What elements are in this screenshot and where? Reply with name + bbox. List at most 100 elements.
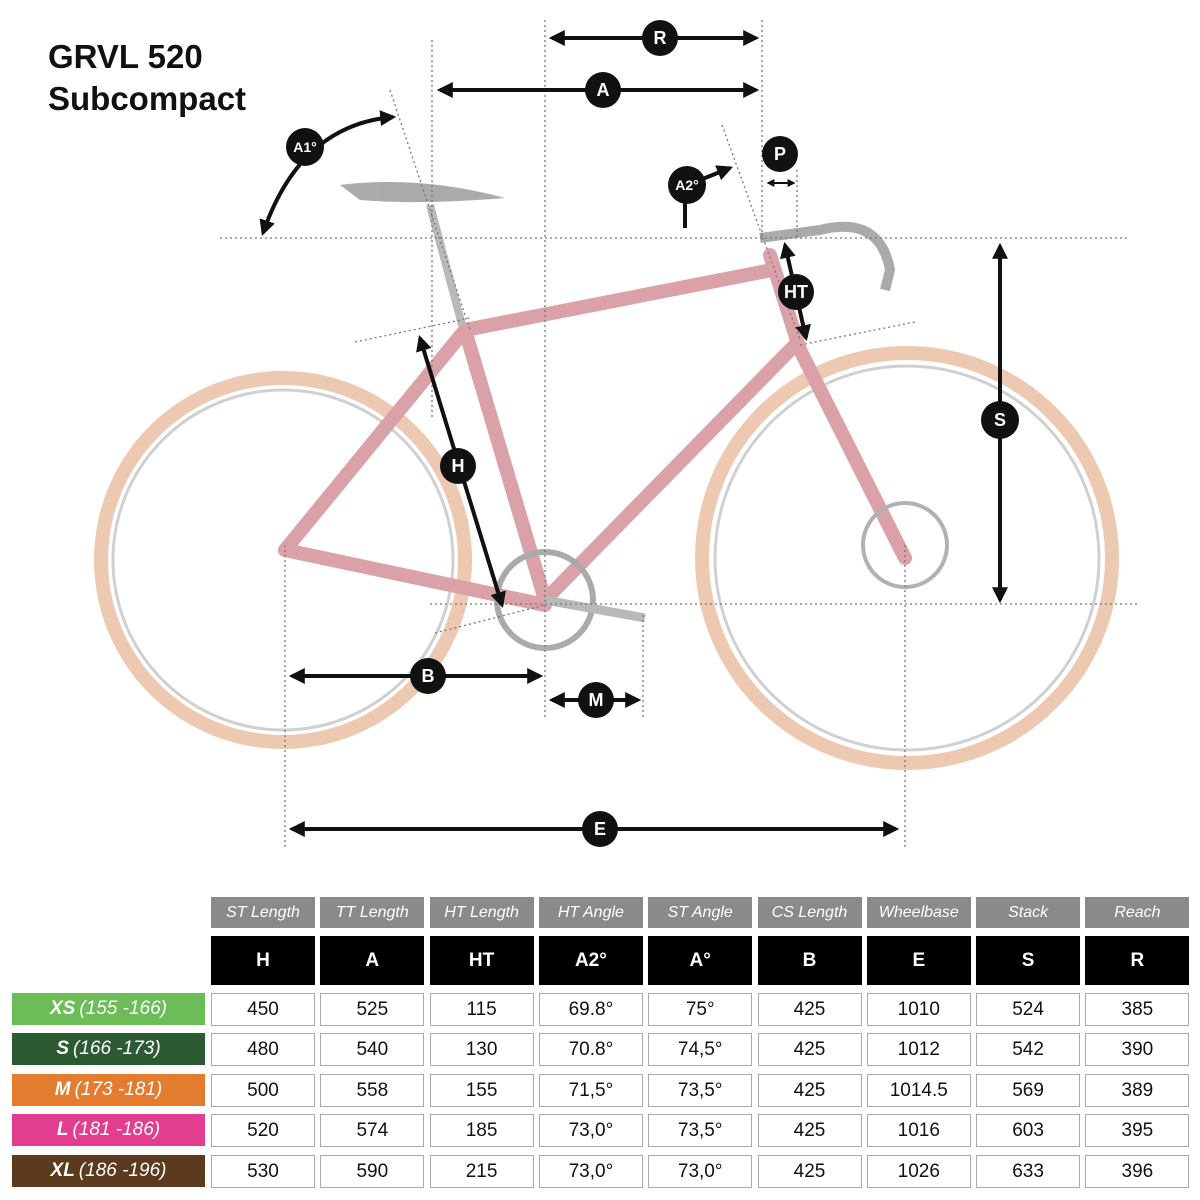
- title-block: GRVL 520 Subcompact: [48, 36, 246, 120]
- table-cell: 70.8°: [538, 1033, 643, 1066]
- label-badge: [668, 166, 706, 204]
- saddle: [340, 181, 505, 203]
- dimension-label: M: [589, 690, 604, 710]
- table-cell: 185: [429, 1114, 534, 1147]
- table-cell: 540: [320, 1033, 425, 1066]
- label-badge: [410, 658, 446, 694]
- crank: [544, 595, 646, 623]
- table-cell: 130: [429, 1033, 534, 1066]
- table-cell: 425: [757, 1114, 862, 1147]
- table-cell: 1012: [866, 1033, 971, 1066]
- table-cell: 425: [757, 1155, 862, 1188]
- dimension-label: B: [422, 666, 435, 686]
- column-code: A°: [648, 936, 753, 985]
- table-cell: 520: [211, 1114, 315, 1147]
- table-cell: 73,5°: [648, 1114, 753, 1147]
- rear-rim: [111, 388, 455, 732]
- table-cell: 569: [976, 1074, 1081, 1107]
- column-code: B: [757, 936, 862, 985]
- table-cell: 1026: [866, 1155, 971, 1188]
- size-range: (155 -166): [79, 998, 168, 1019]
- table-cell: 1010: [866, 993, 971, 1026]
- column-code: S: [976, 936, 1081, 985]
- dimension-label: HT: [784, 282, 808, 302]
- table-cell: 115: [429, 993, 534, 1026]
- size-range: (181 -186): [72, 1119, 161, 1140]
- frame: [278, 248, 912, 612]
- column-code: A2°: [538, 936, 643, 985]
- table-cell: 74,5°: [648, 1033, 753, 1066]
- bike-diagram: R A A1° A2° P HT S H B M E: [94, 20, 1140, 850]
- table-cell: 1016: [866, 1114, 971, 1147]
- column-code: A: [320, 936, 425, 985]
- table-cell: 425: [757, 993, 862, 1026]
- dimension-label: A1°: [293, 139, 317, 155]
- table-cell: 1014.5: [866, 1074, 971, 1107]
- label-badge: [642, 20, 678, 56]
- subtitle: Subcompact: [48, 80, 247, 117]
- table-cell: 389: [1085, 1074, 1190, 1107]
- column-name: TT Length: [320, 897, 425, 928]
- table-cell: 73,0°: [538, 1155, 643, 1188]
- size-name: S: [56, 1038, 69, 1059]
- column-code: HT: [429, 936, 534, 985]
- table-cell: 215: [429, 1155, 534, 1188]
- table-cell: 558: [320, 1074, 425, 1107]
- size-range: (173 -181): [74, 1079, 163, 1100]
- column-name: CS Length: [757, 897, 862, 928]
- label-badge: [981, 401, 1019, 439]
- dimension-label: R: [654, 28, 667, 48]
- table-cell: 75°: [648, 993, 753, 1026]
- size-label: XS (155 -166): [12, 993, 205, 1025]
- dimension-label: H: [452, 456, 465, 476]
- table-cell: 396: [1085, 1155, 1190, 1188]
- table-cell: 69.8°: [538, 993, 643, 1026]
- table-cell: 603: [976, 1114, 1081, 1147]
- dimension-labels: R A A1° A2° P HT S H B M E: [286, 20, 1019, 847]
- label-badge: [585, 72, 621, 108]
- table-cell: 425: [757, 1074, 862, 1107]
- seatpost: [426, 203, 466, 327]
- rear-wheel: [94, 371, 472, 749]
- title: GRVL 520: [48, 38, 203, 75]
- table-cell: 395: [1085, 1114, 1190, 1147]
- column-name: Wheelbase: [866, 897, 971, 928]
- label-badge: [778, 274, 814, 310]
- table-cell: 155: [429, 1074, 534, 1107]
- dimension-label: A2°: [675, 177, 699, 193]
- label-badge: [762, 136, 798, 172]
- label-badge: [582, 811, 618, 847]
- size-label: XL (186 -196): [12, 1155, 205, 1187]
- column-name: ST Angle: [648, 897, 753, 928]
- dimension-label: A: [597, 80, 610, 100]
- front-wheel: [695, 346, 1119, 770]
- column-name: Stack: [976, 897, 1081, 928]
- table-cell: 385: [1085, 993, 1190, 1026]
- size-name: XS: [49, 998, 76, 1019]
- table-cell: 73,5°: [648, 1074, 753, 1107]
- table-cell: 633: [976, 1155, 1081, 1188]
- size-name: XL: [50, 1160, 75, 1181]
- table-cell: 500: [211, 1074, 315, 1107]
- table-cell: 480: [211, 1033, 315, 1066]
- size-name: M: [54, 1079, 71, 1100]
- table-cell: 530: [211, 1155, 315, 1188]
- table-cell: 73,0°: [648, 1155, 753, 1188]
- size-name: L: [56, 1119, 69, 1140]
- label-badge: [440, 448, 476, 484]
- size-range: (166 -173): [73, 1038, 161, 1059]
- column-name: HT Length: [429, 897, 534, 928]
- table-cell: 450: [211, 993, 315, 1026]
- dimension-label: P: [774, 144, 786, 164]
- table-cell: 525: [320, 993, 425, 1026]
- table-cell: 524: [976, 993, 1081, 1026]
- column-name: HT Angle: [538, 897, 643, 928]
- front-rim: [713, 364, 1101, 752]
- table-cell: 425: [757, 1033, 862, 1066]
- bike: [94, 181, 1119, 770]
- table-cell: 574: [320, 1114, 425, 1147]
- size-label: S (166 -173): [12, 1033, 205, 1065]
- label-badge: [578, 682, 614, 718]
- size-range: (186 -196): [78, 1160, 167, 1181]
